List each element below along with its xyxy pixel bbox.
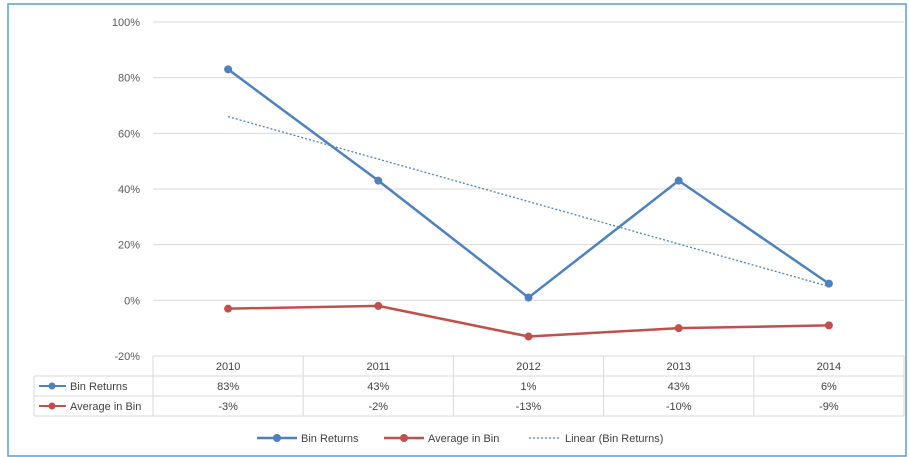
data-point <box>824 321 833 330</box>
data-point <box>824 279 833 288</box>
data-point <box>674 176 683 185</box>
data-point <box>374 176 383 185</box>
series-line-0 <box>227 68 830 299</box>
data-label: -9% <box>819 401 839 413</box>
data-label: 43% <box>367 381 389 393</box>
chart-border <box>7 3 907 457</box>
data-point <box>224 65 233 74</box>
y-tick-label: 0% <box>124 295 140 307</box>
table-legend-marker <box>48 382 56 390</box>
series-line-1 <box>228 304 829 338</box>
legend-label: Linear (Bin Returns) <box>565 433 663 445</box>
y-tick-label: -20% <box>114 351 140 363</box>
x-tick-label: 2013 <box>666 361 690 373</box>
y-tick-label: 40% <box>118 184 140 196</box>
data-point <box>524 293 533 302</box>
y-axis-ticks: 100% 80% 60% 40% 20% 0% -20% <box>112 17 140 363</box>
legend: Bin Returns Average in Bin Linear (Bin Ret… <box>257 433 663 445</box>
series-lines <box>224 65 833 341</box>
x-tick-label: 2012 <box>516 361 540 373</box>
data-label: -10% <box>666 401 692 413</box>
y-tick-label: 80% <box>118 73 140 85</box>
table-series-name: Average in Bin <box>70 401 141 413</box>
y-tick-label: 20% <box>118 240 140 252</box>
data-point <box>674 324 683 333</box>
data-label: -3% <box>218 401 238 413</box>
y-tick-label: 100% <box>112 17 140 29</box>
data-table: 2010 2011 2012 2013 2014 Bin Returns 83% 43% 1% 4… <box>33 355 905 417</box>
data-label: 43% <box>668 381 690 393</box>
y-tick-label: 60% <box>118 128 140 140</box>
gridlines <box>153 21 904 357</box>
legend-label: Bin Returns <box>301 433 359 445</box>
data-point <box>524 332 533 341</box>
data-label: 1% <box>521 381 537 393</box>
data-label: -13% <box>516 401 542 413</box>
data-label: -2% <box>369 401 389 413</box>
legend-marker <box>273 434 281 442</box>
x-tick-label: 2014 <box>817 361 841 373</box>
data-point <box>224 304 233 313</box>
x-tick-label: 2010 <box>216 361 240 373</box>
trendline <box>227 116 830 288</box>
data-label: 6% <box>821 381 837 393</box>
table-legend-marker <box>48 402 56 410</box>
trendline-layer <box>227 116 830 288</box>
x-tick-label: 2011 <box>366 361 390 373</box>
table-series-name: Bin Returns <box>70 381 128 393</box>
legend-marker <box>400 434 408 442</box>
data-point <box>374 301 383 310</box>
legend-label: Average in Bin <box>428 433 499 445</box>
data-label: 83% <box>217 381 239 393</box>
